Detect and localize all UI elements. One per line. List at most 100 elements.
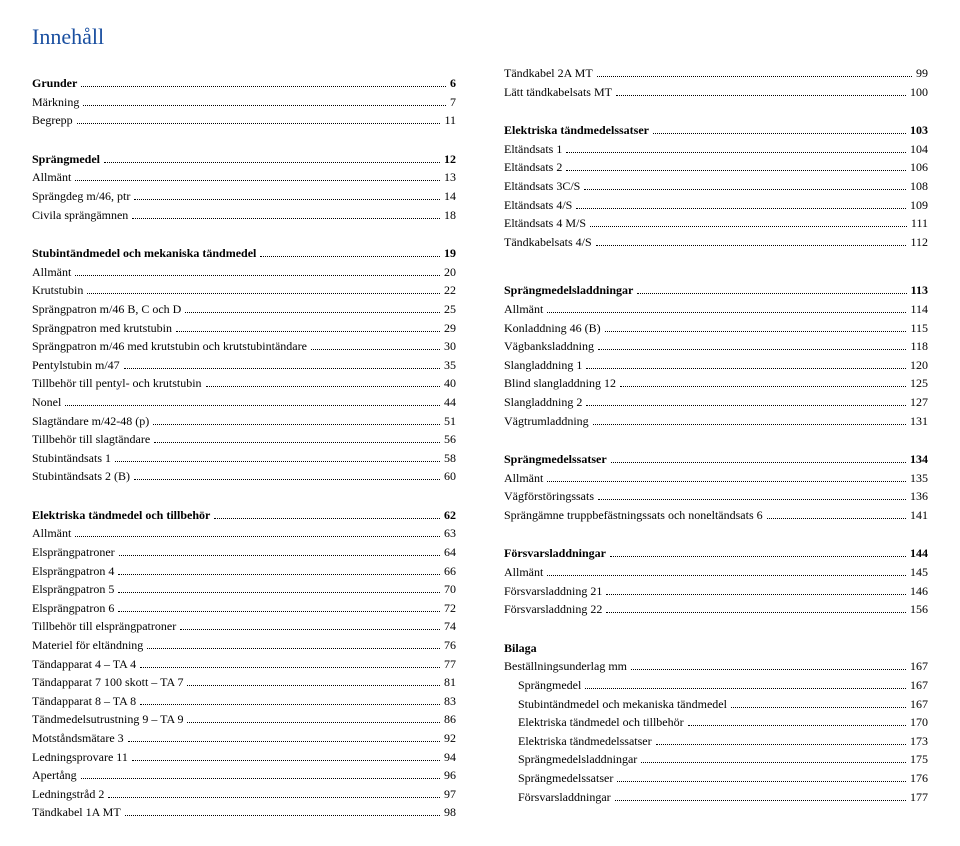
toc-leader-dots xyxy=(140,704,440,705)
toc-leader-dots xyxy=(206,386,440,387)
toc-page-number: 40 xyxy=(444,374,456,393)
toc-page-number: 18 xyxy=(444,206,456,225)
toc-page-number: 99 xyxy=(916,64,928,83)
toc-label: Tändkabel 2A MT xyxy=(504,64,593,83)
toc-label: Civila sprängämnen xyxy=(32,206,128,225)
toc-label: Eltändsats 3C/S xyxy=(504,177,580,196)
toc-page-number: 146 xyxy=(910,582,928,601)
toc-page-number: 111 xyxy=(911,214,928,233)
toc-line: Tillbehör till pentyl- och krutstubin40 xyxy=(32,374,456,393)
toc-label: Stubintändsats 1 xyxy=(32,449,111,468)
toc-line: Sprängmedelsladdningar175 xyxy=(504,750,928,769)
toc-page-number: 135 xyxy=(910,469,928,488)
toc-leader-dots xyxy=(584,189,906,190)
toc-line: Apertång96 xyxy=(32,766,456,785)
toc-line: Elektriska tändmedel och tillbehör170 xyxy=(504,713,928,732)
toc-label: Elsprängpatron 5 xyxy=(32,580,114,599)
toc-leader-dots xyxy=(134,479,440,480)
toc-page-number: 92 xyxy=(444,729,456,748)
toc-line: Slagtändare m/42-48 (p)51 xyxy=(32,412,456,431)
toc-page-number: 20 xyxy=(444,263,456,282)
toc-label: Elektriska tändmedel och tillbehör xyxy=(32,506,210,525)
toc-leader-dots xyxy=(185,312,440,313)
toc-label: Eltändsats 4 M/S xyxy=(504,214,586,233)
toc-page-number: 103 xyxy=(910,121,928,140)
toc-label: Elsprängpatroner xyxy=(32,543,115,562)
toc-page-number: 96 xyxy=(444,766,456,785)
toc-page-number: 100 xyxy=(910,83,928,102)
toc-line: Försvarsladdning 21146 xyxy=(504,582,928,601)
toc-label: Elektriska tändmedelssatser xyxy=(518,732,652,751)
toc-line: Blind slangladdning 12125 xyxy=(504,374,928,393)
toc-page-number: 177 xyxy=(910,788,928,807)
toc-line: Försvarsladdningar177 xyxy=(504,788,928,807)
toc-line: Allmänt 114 xyxy=(504,300,928,319)
toc-label: Elektriska tändmedelssatser xyxy=(504,121,649,140)
toc-leader-dots xyxy=(566,152,906,153)
toc-leader-dots xyxy=(637,293,906,294)
toc-label: Allmänt xyxy=(504,300,543,319)
toc-page-number: 6 xyxy=(450,74,456,93)
toc-line: Ledningsprovare 1194 xyxy=(32,748,456,767)
toc-line: Tändkabelsats 4/S112 xyxy=(504,233,928,252)
toc-leader-dots xyxy=(214,518,440,519)
toc-label: Sprängämne truppbefästningssats och none… xyxy=(504,506,763,525)
toc-label: Sprängpatron med krutstubin xyxy=(32,319,172,338)
toc-label: Sprängdeg m/46, ptr xyxy=(32,187,130,206)
toc-page-number: 106 xyxy=(910,158,928,177)
toc-page-number: 156 xyxy=(910,600,928,619)
toc-right-column: Tändkabel 2A MT99Lätt tändkabelsats MT10… xyxy=(504,64,928,822)
toc-leader-dots xyxy=(124,368,440,369)
toc-page-number: 44 xyxy=(444,393,456,412)
toc-line: Stubintändsats 2 (B)60 xyxy=(32,467,456,486)
toc-line: Elektriska tändmedelssatser 103 xyxy=(504,121,928,140)
toc-leader-dots xyxy=(260,256,440,257)
toc-page-number: 72 xyxy=(444,599,456,618)
toc-line: Eltändsats 4/S109 xyxy=(504,196,928,215)
toc-line: Stubintändmedel och mekaniska tändmedel1… xyxy=(32,244,456,263)
toc-page-number: 176 xyxy=(910,769,928,788)
toc-page-number: 175 xyxy=(910,750,928,769)
toc-leader-dots xyxy=(605,331,907,332)
toc-line: Bilaga xyxy=(504,639,928,658)
toc-leader-dots xyxy=(620,386,906,387)
toc-leader-dots xyxy=(65,405,440,406)
toc-label: Allmänt xyxy=(32,524,71,543)
toc-line: Försvarsladdningar144 xyxy=(504,544,928,563)
toc-line: Sprängämne truppbefästningssats och none… xyxy=(504,506,928,525)
toc-page-number: 136 xyxy=(910,487,928,506)
toc-line: Tändkabel 2A MT 99 xyxy=(504,64,928,83)
toc-gap xyxy=(504,619,928,629)
toc-page-number: 83 xyxy=(444,692,456,711)
toc-line: Elektriska tändmedelssatser173 xyxy=(504,732,928,751)
toc-page-number: 114 xyxy=(910,300,928,319)
toc-leader-dots xyxy=(590,226,907,227)
toc-leader-dots xyxy=(140,667,440,668)
toc-leader-dots xyxy=(586,405,906,406)
toc-leader-dots xyxy=(547,312,906,313)
toc-page-number: 98 xyxy=(444,803,456,822)
toc-line: Tillbehör till slagtändare56 xyxy=(32,430,456,449)
toc-leader-dots xyxy=(576,208,906,209)
toc-line: Civila sprängämnen 18 xyxy=(32,206,456,225)
toc-line: Sprängmedelssatser176 xyxy=(504,769,928,788)
toc-leader-dots xyxy=(616,95,906,96)
toc-line: Tändkabel 1A MT98 xyxy=(32,803,456,822)
toc-label: Sprängmedelssatser xyxy=(504,450,607,469)
toc-leader-dots xyxy=(154,442,440,443)
toc-label: Märkning xyxy=(32,93,79,112)
toc-label: Elsprängpatron 4 xyxy=(32,562,114,581)
toc-page-number: 77 xyxy=(444,655,456,674)
toc-line: Slangladdning 1120 xyxy=(504,356,928,375)
toc-leader-dots xyxy=(75,536,440,537)
toc-gap xyxy=(504,251,928,261)
toc-line: Motståndsmätare 392 xyxy=(32,729,456,748)
toc-leader-dots xyxy=(597,76,912,77)
toc-label: Ledningstråd 2 xyxy=(32,785,104,804)
toc-label: Tändapparat 4 – TA 4 xyxy=(32,655,136,674)
toc-leader-dots xyxy=(610,556,906,557)
toc-label: Pentylstubin m/47 xyxy=(32,356,120,375)
toc-label: Allmänt xyxy=(32,168,71,187)
toc-line: Stubintändmedel och mekaniska tändmedel1… xyxy=(504,695,928,714)
toc-gap xyxy=(32,224,456,234)
